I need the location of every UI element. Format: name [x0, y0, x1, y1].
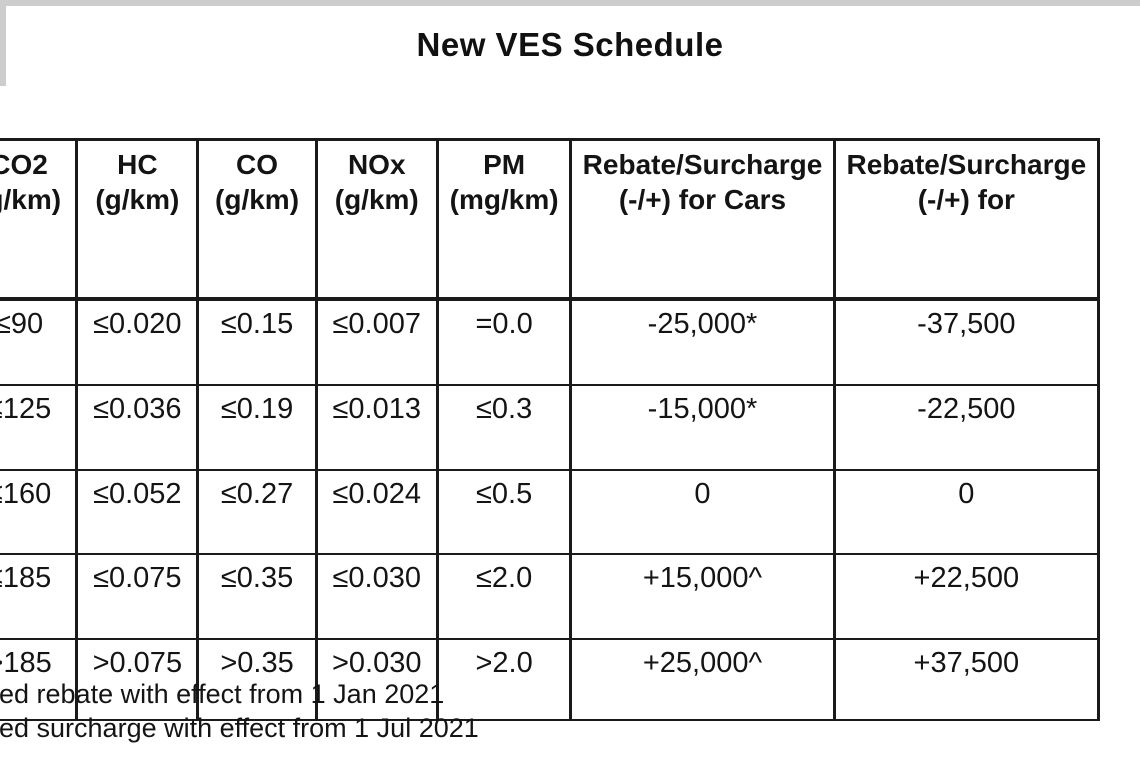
cell-rebate-cars: +25,000^ — [569, 638, 836, 721]
cell-co2: ≤160 — [0, 469, 79, 555]
page-title: New VES Schedule — [416, 26, 724, 63]
cell-hc: ≤0.036 — [75, 384, 200, 471]
table-row: ≤90 ≤0.020 ≤0.15 ≤0.007 =0.0 -25,000* -3… — [0, 298, 1101, 386]
column-header-co: CO (g/km) — [196, 138, 318, 301]
footnote-rebate: ed rebate with effect from 1 Jan 2021 — [0, 679, 445, 709]
header-unit: (g/km) — [95, 184, 180, 215]
cell-co: >0.35 — [196, 638, 318, 721]
cell-rebate-taxis: 0 — [832, 469, 1101, 555]
cell-rebate-taxis: +22,500 — [832, 553, 1101, 640]
cell-co2: ≤90 — [0, 298, 79, 386]
cell-rebate-cars: +15,000^ — [569, 553, 836, 640]
cell-nox: ≤0.013 — [314, 384, 439, 471]
table-row: ≤160 ≤0.052 ≤0.27 ≤0.024 ≤0.5 0 0 — [0, 469, 1101, 555]
header-unit: (-/+) for — [917, 184, 1015, 215]
header-unit: (g/km) — [0, 184, 62, 215]
header-row: CO2 (g/km) HC (g/km) CO (g/km) NOx (g/km… — [0, 138, 1101, 301]
header-line: CO — [236, 149, 279, 180]
cell-co: ≤0.19 — [196, 384, 318, 471]
cell-co2: ≤185 — [0, 553, 79, 640]
ves-schedule-table: CO2 (g/km) HC (g/km) CO (g/km) NOx (g/km… — [0, 138, 1101, 721]
cell-co: ≤0.15 — [196, 298, 318, 386]
column-header-co2: CO2 (g/km) — [0, 138, 79, 301]
header-line: Rebate/Surcharge — [582, 149, 823, 180]
table-row: >185 >0.075 >0.35 >0.030 >2.0 +25,000^ +… — [0, 638, 1101, 721]
cell-rebate-taxis: +37,500 — [832, 638, 1101, 721]
header-unit: (g/km) — [215, 184, 300, 215]
cell-co: ≤0.27 — [196, 469, 318, 555]
header-unit: (-/+) for Cars — [618, 184, 787, 215]
left-edge-artifact — [0, 0, 6, 86]
cell-rebate-cars: -15,000* — [569, 384, 836, 471]
footnotes: ed rebate with effect from 1 Jan 2021 ed… — [0, 677, 479, 745]
column-header-rebate-taxis: Rebate/Surcharge (-/+) for — [832, 138, 1101, 301]
cell-rebate-taxis: -37,500 — [832, 298, 1101, 386]
cell-pm: ≤0.3 — [435, 384, 573, 471]
cell-pm: >2.0 — [435, 638, 573, 721]
cell-pm: ≤0.5 — [435, 469, 573, 555]
cell-nox: ≤0.024 — [314, 469, 439, 555]
header-unit: (mg/km) — [449, 184, 559, 215]
cell-hc: >0.075 — [75, 638, 200, 721]
cell-nox: ≤0.007 — [314, 298, 439, 386]
column-header-pm: PM (mg/km) — [435, 138, 573, 301]
cell-nox: >0.030 — [314, 638, 439, 721]
column-header-hc: HC (g/km) — [75, 138, 200, 301]
cell-hc: ≤0.075 — [75, 553, 200, 640]
column-header-rebate-cars: Rebate/Surcharge (-/+) for Cars — [569, 138, 836, 301]
header-line: NOx — [347, 149, 406, 180]
cell-co: ≤0.35 — [196, 553, 318, 640]
cell-co2: ≤125 — [0, 384, 79, 471]
cell-nox: ≤0.030 — [314, 553, 439, 640]
top-edge-artifact — [0, 0, 1140, 6]
footnote-surcharge: ed surcharge with effect from 1 Jul 2021 — [0, 713, 479, 743]
column-header-nox: NOx (g/km) — [314, 138, 439, 301]
header-unit: (g/km) — [334, 184, 419, 215]
header-line: CO2 — [0, 149, 48, 180]
cell-hc: ≤0.020 — [75, 298, 200, 386]
table-row: ≤125 ≤0.036 ≤0.19 ≤0.013 ≤0.3 -15,000* -… — [0, 384, 1101, 471]
cell-rebate-taxis: -22,500 — [832, 384, 1101, 471]
cell-pm: ≤2.0 — [435, 553, 573, 640]
header-line: HC — [117, 149, 158, 180]
header-line: PM — [483, 149, 526, 180]
cell-rebate-cars: 0 — [569, 469, 836, 555]
cell-pm: =0.0 — [435, 298, 573, 386]
cell-rebate-cars: -25,000* — [569, 298, 836, 386]
table-row: ≤185 ≤0.075 ≤0.35 ≤0.030 ≤2.0 +15,000^ +… — [0, 553, 1101, 640]
cell-co2: >185 — [0, 638, 79, 721]
cell-hc: ≤0.052 — [75, 469, 200, 555]
header-line: Rebate/Surcharge — [846, 149, 1087, 180]
